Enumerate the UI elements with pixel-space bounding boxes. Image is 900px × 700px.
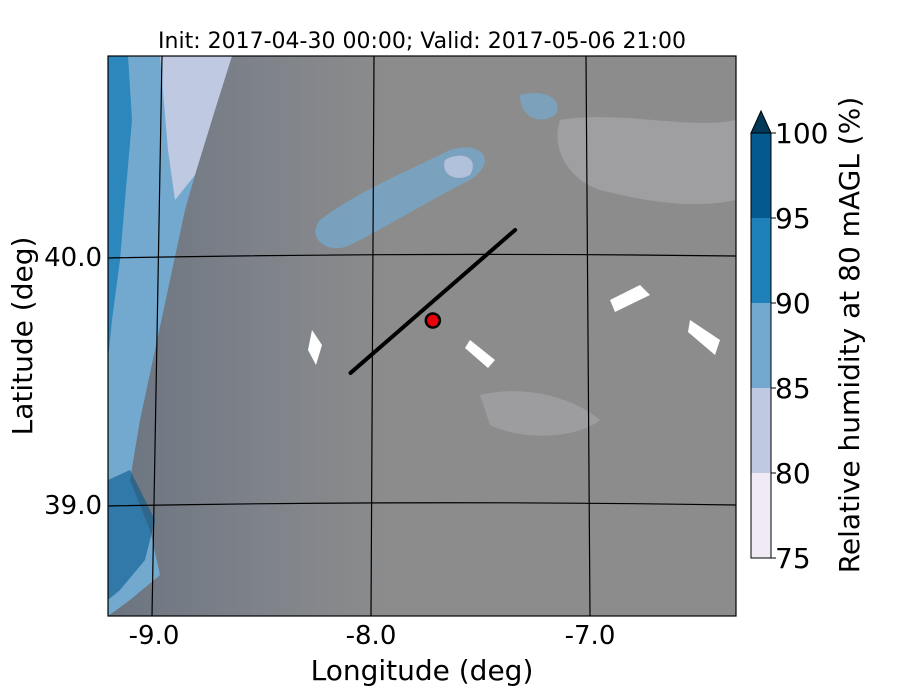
river-gap [688,320,720,355]
colorbar-tick-label: 95 [775,202,811,235]
x-tick-label: -7.0 [565,621,616,651]
coastal-humidity-band [108,56,230,616]
x-tick-labels: -9.0 -8.0 -7.0 [129,621,616,651]
y-tick-label: 40.0 [44,243,102,273]
grid-lon-line [585,55,591,617]
graticule [107,55,737,617]
ridge-humidity-patch [520,92,558,120]
chart-title: Init: 2017-04-30 00:00; Valid: 2017-05-0… [158,29,686,54]
plot-frame [107,55,737,617]
grid-lat-line [107,253,737,259]
x-axis-label: Longitude (deg) [311,654,534,687]
x-tick-label: -9.0 [129,621,180,651]
colorbar-segment [751,303,771,388]
colorbar-label: Relative humidity at 80 mAGL (%) [833,97,866,574]
plot-area [108,56,736,616]
colorbar-segment [751,388,771,473]
x-tick-label: -8.0 [346,621,397,651]
coastal-humidity-dark [108,470,155,600]
coastal-humidity-core [108,56,132,360]
colorbar-tick-label: 85 [775,372,811,405]
colorbar-tick-label: 80 [775,457,811,490]
colorbar-tick-label: 75 [775,542,811,575]
river-gap [465,340,495,368]
y-tick-label: 39.0 [44,491,102,521]
y-tick-labels: 40.0 39.0 [44,243,102,521]
ridge-humidity-patch [444,155,473,178]
colorbar-tick-label: 90 [775,287,811,320]
colorbar-tick-label: 100 [775,117,828,150]
colorbar: 75 80 85 90 95 100 [750,109,828,575]
colorbar-frame [750,132,772,559]
colorbar-segment [751,473,771,558]
colorbar-segment [751,218,771,303]
grid-lon-line [151,55,163,617]
river-gap [610,285,650,312]
grid-lon-line [370,55,375,617]
coastal-humidity-light [160,56,232,200]
transect-line [348,227,518,375]
y-axis-label: Latitude (deg) [6,237,39,436]
highland-area [557,117,736,205]
colorbar-segment [751,133,771,218]
colorbar-extend-arrow [750,109,772,134]
site-marker [424,312,442,329]
grid-lat-line [107,502,737,507]
river-gap [308,330,322,365]
highland-area [480,391,600,436]
ridge-humidity-patch [315,147,485,249]
